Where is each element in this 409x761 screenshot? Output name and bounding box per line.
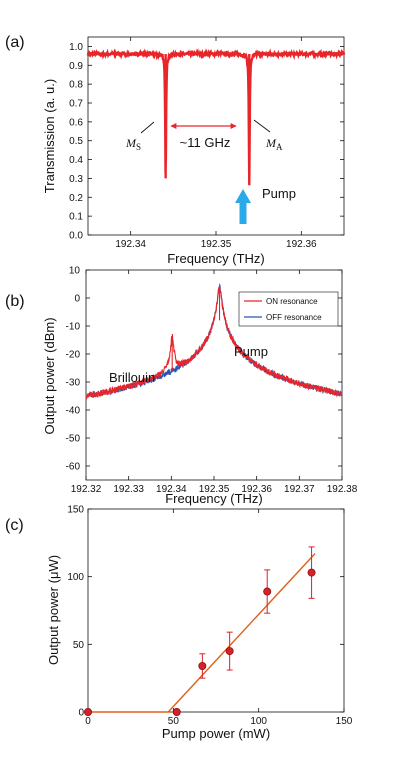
panel-b-label: (b) xyxy=(5,293,25,310)
x-tick-label: 0 xyxy=(85,716,91,727)
y-tick-label: 0 xyxy=(74,294,80,305)
panel-b-on-resonance-line xyxy=(85,286,343,400)
y-tick-label: 0.1 xyxy=(69,212,83,223)
y-tick-label: 10 xyxy=(69,266,81,277)
x-tick-label: 192.34 xyxy=(156,484,187,495)
panel-c-y-label: Output power (μW) xyxy=(46,555,61,665)
x-tick-label: 192.35 xyxy=(199,484,230,495)
panel-a-label: (a) xyxy=(5,34,25,51)
ms-label: MS xyxy=(125,136,141,152)
y-tick-label: -20 xyxy=(66,350,81,361)
y-tick-label: 0.9 xyxy=(69,61,83,72)
panel-a: (a) 0.0 0.1 0.2 0.3 0.4 0.5 0.6 0.7 0.8 0.9 1.0 19… xyxy=(5,34,346,266)
y-tick-label: 0 xyxy=(78,708,84,719)
y-tick-label: -60 xyxy=(66,462,81,473)
panel-a-y-label: Transmission (a. u.) xyxy=(42,79,57,193)
data-point xyxy=(198,661,207,670)
data-point xyxy=(225,647,234,656)
x-tick-label: 192.36 xyxy=(241,484,272,495)
panel-c-x-ticks: 0 50 100 150 xyxy=(85,509,353,727)
y-tick-label: 150 xyxy=(67,505,84,516)
x-tick-label: 192.37 xyxy=(284,484,315,495)
panel-a-x-label: Frequency (THz) xyxy=(167,251,265,266)
y-tick-label: 0.8 xyxy=(69,80,83,91)
panel-a-y-ticks: 0.0 0.1 0.2 0.3 0.4 0.5 0.6 0.7 0.8 0.9 1.0 xyxy=(69,42,344,242)
legend-off-label: OFF resonance xyxy=(266,313,322,322)
x-tick-label: 100 xyxy=(250,716,267,727)
y-tick-label: 1.0 xyxy=(69,42,83,53)
y-tick-label: 0.6 xyxy=(69,117,83,128)
y-tick-label: -30 xyxy=(66,378,81,389)
y-tick-label: 0.0 xyxy=(69,231,83,242)
data-point xyxy=(84,708,93,717)
panel-a-pump-label: Pump xyxy=(262,186,296,201)
panel-b-x-label: Frequency (THz) xyxy=(165,491,263,506)
y-tick-label: 0.5 xyxy=(69,136,83,147)
panel-c-x-label: Pump power (mW) xyxy=(162,726,270,741)
panel-b-legend: ON resonance OFF resonance xyxy=(238,291,339,327)
panel-c-y-ticks: 0 50 100 150 xyxy=(67,505,344,719)
panel-c-fit-line xyxy=(88,553,316,713)
y-tick-label: 100 xyxy=(67,572,84,583)
data-point xyxy=(263,587,272,596)
x-tick-label: 192.38 xyxy=(327,484,358,495)
x-tick-label: 150 xyxy=(336,716,353,727)
panel-a-transmission-line xyxy=(86,48,346,186)
x-tick-label: 192.36 xyxy=(286,239,317,250)
y-tick-label: 0.3 xyxy=(69,174,83,185)
data-point xyxy=(307,568,316,577)
panel-c-points xyxy=(84,546,316,717)
panel-a-x-ticks: 192.34 192.35 192.36 xyxy=(115,37,317,250)
y-tick-label: 0.4 xyxy=(69,155,83,166)
x-tick-label: 192.33 xyxy=(113,484,144,495)
x-tick-label: 192.32 xyxy=(71,484,102,495)
y-tick-label: -40 xyxy=(66,406,81,417)
panel-b-y-label: Output power (dBm) xyxy=(42,317,57,434)
panel-b-y-ticks: -60 -50 -40 -30 -20 -10 0 10 xyxy=(66,266,342,473)
y-tick-label: -50 xyxy=(66,434,81,445)
gap-label: ~11 GHz xyxy=(180,135,231,150)
y-tick-label: 0.7 xyxy=(69,99,83,110)
data-point xyxy=(172,708,181,717)
panel-b-pump-label: Pump xyxy=(234,344,268,359)
x-tick-label: 192.34 xyxy=(115,239,146,250)
y-tick-label: -10 xyxy=(66,322,81,333)
panel-c-label: (c) xyxy=(5,517,24,534)
x-tick-label: 50 xyxy=(168,716,180,727)
legend-box xyxy=(238,291,339,327)
legend-on-label: ON resonance xyxy=(266,297,318,306)
panel-c-axes xyxy=(87,508,345,713)
brillouin-label: Brillouin xyxy=(109,370,155,385)
pump-arrow xyxy=(235,189,251,224)
ms-pointer xyxy=(140,121,155,134)
y-tick-label: 50 xyxy=(73,640,85,651)
y-tick-label: 0.2 xyxy=(69,193,83,204)
ma-label: MA xyxy=(265,136,283,152)
ma-pointer xyxy=(253,119,271,133)
x-tick-label: 192.35 xyxy=(201,239,232,250)
panel-b-x-ticks: 192.32 192.33 192.34 192.35 192.36 192.37 192.… xyxy=(71,270,358,495)
